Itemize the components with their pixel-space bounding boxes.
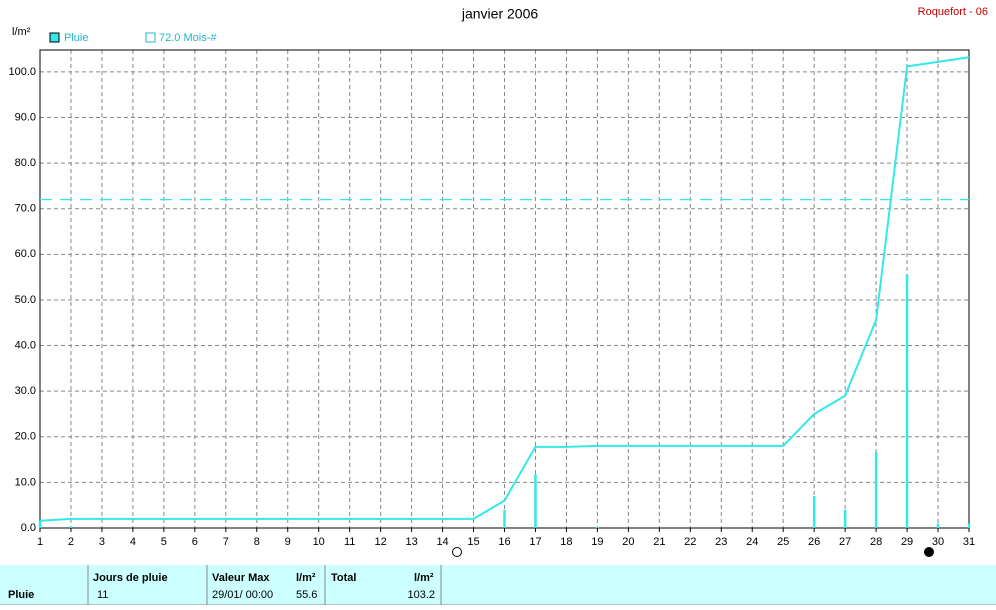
legend-label: 72.0 Mois-# [159,32,217,44]
x-tick-label: 21 [653,536,665,548]
x-tick-label: 17 [529,536,541,548]
table-row-label: Pluie [8,589,34,601]
x-tick-label: 2 [68,536,74,548]
y-tick-label: 90.0 [15,111,36,123]
y-tick-label: 20.0 [15,431,36,443]
x-tick-label: 31 [963,536,975,548]
y-tick-label: 80.0 [15,157,36,169]
table-header: Valeur Max [212,572,270,584]
summary-band [0,565,996,605]
y-tick-label: 60.0 [15,248,36,260]
x-tick-label: 18 [560,536,572,548]
y-tick-label: 40.0 [15,339,36,351]
x-tick-label: 26 [808,536,820,548]
moon-icon [452,547,462,557]
legend-swatch [145,32,156,43]
table-header: l/m² [296,572,316,584]
x-tick-label: 23 [715,536,727,548]
x-tick-label: 19 [591,536,603,548]
y-tick-label: 10.0 [15,476,36,488]
x-tick-label: 14 [436,536,448,548]
x-tick-label: 30 [932,536,944,548]
table-header: Jours de pluie [93,572,168,584]
x-tick-label: 1 [37,536,43,548]
x-tick-label: 22 [684,536,696,548]
x-tick-label: 24 [746,536,758,548]
x-tick-label: 5 [161,536,167,548]
y-tick-label: 30.0 [15,385,36,397]
x-tick-label: 27 [839,536,851,548]
y-tick-label: 100.0 [8,66,36,78]
table-cell: 55.6 [296,589,317,601]
table-header: l/m² [414,572,434,584]
x-tick-label: 13 [405,536,417,548]
x-tick-label: 12 [375,536,387,548]
chart-title: janvier 2006 [461,6,538,22]
table-cell: 29/01/ 00:00 [212,589,273,601]
moon-icon [924,547,934,557]
x-tick-label: 4 [130,536,136,548]
y-tick-label: 0.0 [21,522,36,534]
x-tick-label: 25 [777,536,789,548]
table-cell: 11 [97,589,108,601]
cumulative-line [39,56,970,522]
y-axis-unit: l/m² [12,26,31,38]
station-label: Roquefort - 06 [918,6,988,18]
x-tick-label: 20 [622,536,634,548]
x-tick-label: 8 [254,536,260,548]
legend-swatch [49,32,60,43]
y-tick-label: 70.0 [15,203,36,215]
x-tick-label: 6 [192,536,198,548]
x-tick-label: 11 [344,536,355,548]
x-tick-label: 16 [498,536,510,548]
x-tick-label: 3 [99,536,105,548]
table-cell: 103.2 [407,589,435,601]
x-tick-label: 15 [467,536,479,548]
legend-label: Pluie [64,32,88,44]
x-tick-label: 7 [223,536,229,548]
x-tick-label: 9 [285,536,291,548]
x-tick-label: 10 [313,536,325,548]
table-header: Total [331,572,356,584]
x-tick-label: 29 [901,536,913,548]
y-tick-label: 50.0 [15,294,36,306]
x-tick-label: 28 [870,536,882,548]
